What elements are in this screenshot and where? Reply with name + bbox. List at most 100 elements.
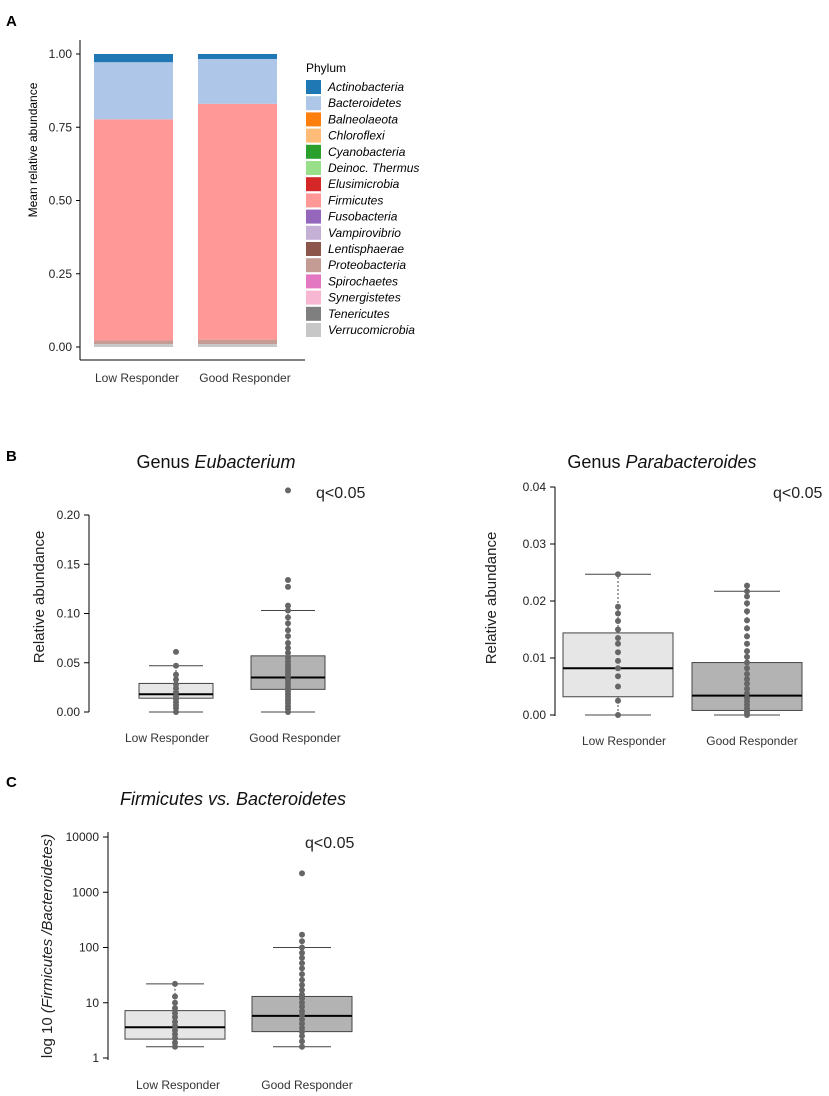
y-axis-label: Mean relative abundance xyxy=(26,82,40,217)
legend-swatch xyxy=(306,177,321,192)
data-point xyxy=(744,588,750,595)
data-point xyxy=(299,971,305,978)
chart-title-genus: Eubacterium xyxy=(194,452,295,472)
bar-segment xyxy=(94,340,173,345)
legend-label: Proteobacteria xyxy=(328,258,406,272)
data-point xyxy=(615,603,621,610)
data-point xyxy=(615,610,621,617)
q-value-annotation: q<0.05 xyxy=(305,835,354,852)
data-point xyxy=(299,1020,305,1027)
data-point xyxy=(285,614,291,621)
bar-segment xyxy=(198,344,277,347)
y-axis-label: Relative abundance xyxy=(31,531,48,664)
data-point xyxy=(615,657,621,664)
y-axis-label: Relative abundance xyxy=(483,532,500,665)
y-tick-label: 10 xyxy=(86,996,100,1010)
data-point xyxy=(285,640,291,647)
x-category-label: Low Responder xyxy=(582,734,666,748)
data-point xyxy=(615,697,621,704)
legend-label: Spirochaetes xyxy=(328,274,398,288)
data-point xyxy=(744,640,750,647)
x-category-label: Low Responder xyxy=(95,371,179,385)
legend-swatch xyxy=(306,258,321,273)
legend-label: Firmicutes xyxy=(328,193,383,207)
ratio-box-plot: Firmicutes vs. Bacteroidetes q<0.05 1101… xyxy=(39,789,354,1092)
data-point xyxy=(299,870,305,877)
data-point xyxy=(285,649,291,656)
bar-segment xyxy=(198,339,277,345)
data-point xyxy=(615,665,621,672)
bar-segment xyxy=(94,119,173,341)
legend-label: Bacteroidetes xyxy=(328,96,401,110)
y-tick-label: 1000 xyxy=(72,885,99,899)
legend-swatch xyxy=(306,80,321,94)
data-point xyxy=(744,617,750,624)
data-point xyxy=(172,1018,178,1025)
legend-swatch xyxy=(306,242,321,256)
data-point xyxy=(744,653,750,660)
data-point xyxy=(299,931,305,938)
legend-swatch xyxy=(306,161,321,175)
chart-title: Genus Parabacteroides xyxy=(567,452,756,472)
data-point xyxy=(172,1010,178,1017)
y-tick-label: 100 xyxy=(79,941,99,955)
data-point xyxy=(172,1005,178,1012)
data-point xyxy=(744,593,750,600)
data-point xyxy=(615,673,621,680)
y-tick-label: 0.50 xyxy=(49,194,73,208)
data-point xyxy=(615,626,621,633)
data-point xyxy=(615,649,621,656)
legend-swatch xyxy=(306,144,321,159)
data-point xyxy=(615,571,621,578)
data-point xyxy=(173,676,179,683)
legend-swatch xyxy=(306,128,321,143)
panel-label-a: A xyxy=(6,13,17,30)
chart-title: Firmicutes vs. Bacteroidetes xyxy=(120,789,346,809)
data-point xyxy=(285,487,291,494)
y-tick-label: 1.00 xyxy=(49,47,73,61)
data-point xyxy=(299,1038,305,1045)
data-point xyxy=(299,960,305,967)
x-category-label: Low Responder xyxy=(125,731,209,745)
parabacteroides-box-plot: Genus Parabacteroides q<0.05 0.000.010.0… xyxy=(483,452,822,748)
legend-swatch xyxy=(306,112,321,127)
data-point xyxy=(299,938,305,945)
data-point xyxy=(299,1008,305,1015)
data-point xyxy=(299,991,305,998)
panel-label-c: C xyxy=(6,774,17,791)
y-tick-label: 0.15 xyxy=(57,557,81,571)
stacked-bars xyxy=(94,54,277,347)
y-tick-label: 0.05 xyxy=(57,656,81,670)
data-point xyxy=(744,625,750,632)
data-point xyxy=(744,633,750,640)
y-tick-label: 0.00 xyxy=(57,705,81,719)
data-point xyxy=(172,1027,178,1034)
data-point xyxy=(172,1043,178,1050)
y-tick-label: 0.00 xyxy=(523,708,547,722)
q-value-annotation: q<0.05 xyxy=(316,485,365,502)
legend-title: Phylum xyxy=(306,61,346,75)
y-tick-label: 0.25 xyxy=(49,267,73,281)
data-point xyxy=(299,1016,305,1023)
y-tick-label: 0.04 xyxy=(523,480,547,494)
legend-items: Actinobacteria Bacteroidetes Balneolaeota C… xyxy=(306,80,419,337)
box-group xyxy=(138,487,326,715)
y-ticks: 1 10 100 1000 10000 xyxy=(66,830,108,1065)
data-point xyxy=(744,676,750,683)
x-category-label: Good Responder xyxy=(249,731,340,745)
data-point xyxy=(173,648,179,655)
legend-label: Chloroflexi xyxy=(328,129,385,143)
y-tick-label: 0.00 xyxy=(49,340,73,354)
legend-swatch xyxy=(306,323,321,337)
data-point xyxy=(299,999,305,1006)
legend-label: Cyanobacteria xyxy=(328,145,406,159)
legend-label: Tenericutes xyxy=(328,307,390,321)
data-point xyxy=(285,607,291,614)
data-point xyxy=(744,665,750,672)
y-ticks: 0.00 0.01 0.02 0.03 0.04 xyxy=(523,480,555,722)
data-point xyxy=(285,654,291,661)
data-point xyxy=(285,577,291,584)
data-point xyxy=(615,640,621,647)
chart-title-prefix: Genus xyxy=(136,452,194,472)
